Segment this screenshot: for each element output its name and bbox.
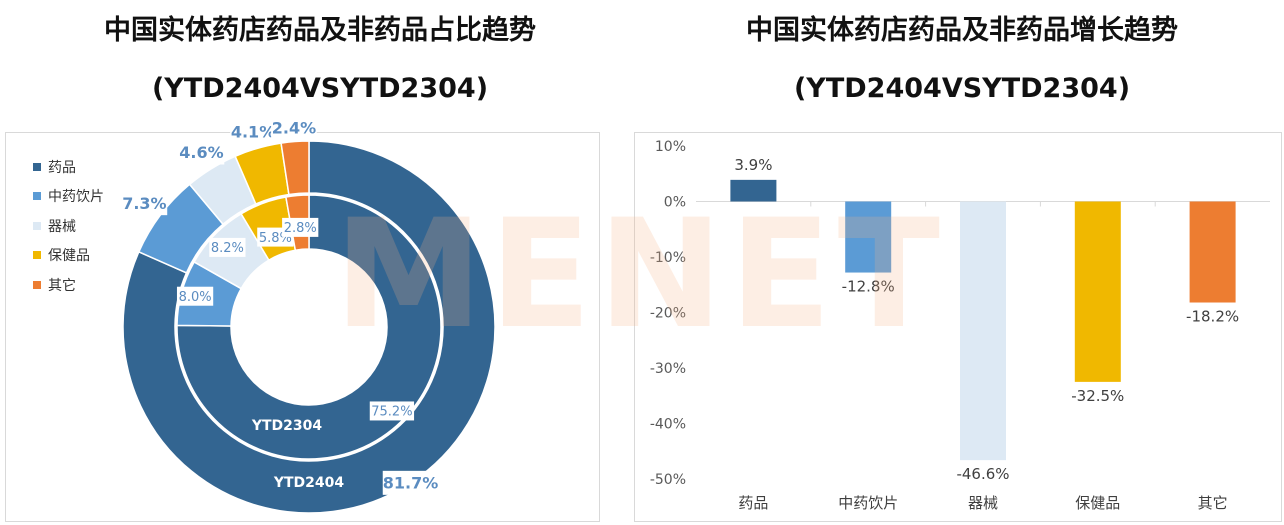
x-category-label: 中药饮片 (838, 494, 898, 512)
legend-label: 药品 (48, 159, 76, 176)
data-label: 2.8% (284, 221, 317, 236)
data-label-box (209, 237, 246, 257)
y-tick-label: -40% (650, 417, 686, 433)
legend-item: 药品 (33, 152, 104, 182)
legend-item: 其它 (33, 270, 104, 300)
right-title-line2: (YTD2404VSYTD2304) (793, 73, 1131, 104)
donut-slice-outer (280, 140, 310, 196)
data-label-box (230, 119, 276, 144)
legend-item: 中药饮片 (33, 182, 104, 212)
y-tick-label: 0% (664, 195, 686, 211)
data-label: 75.2% (371, 405, 412, 420)
left-title-line2: (YTD2404VSYTD2304) (151, 73, 489, 104)
data-label: 8.0% (179, 290, 212, 305)
right-title-line1: 中国实体药店药品及非药品增长趋势 (746, 15, 1178, 46)
donut-slice-inner (176, 194, 442, 460)
x-category-label: 药品 (738, 494, 768, 512)
y-tick-label: -50% (650, 472, 686, 488)
bar-data-label: 3.9% (734, 156, 772, 174)
data-label-box (176, 286, 214, 306)
legend-swatch (33, 192, 41, 201)
left-chart-title: 中国实体药店药品及非药品占比趋势 (YTD2404VSYTD2304) (0, 2, 640, 118)
data-label-box (178, 140, 225, 165)
data-label: 8.2% (211, 241, 244, 256)
legend-swatch (33, 280, 41, 289)
left-title-line1: 中国实体药店药品及非药品占比趋势 (104, 15, 536, 46)
data-label-box (121, 191, 168, 216)
legend-swatch (33, 221, 41, 230)
series-name-label: YTD2404 (273, 475, 345, 491)
watermark-text: MENET (334, 188, 946, 362)
y-tick-label: -30% (650, 361, 686, 377)
bar (845, 201, 892, 273)
bar-data-label: -32.5% (1071, 387, 1124, 405)
bar-data-label: -46.6% (956, 465, 1009, 483)
bar (1074, 201, 1121, 382)
legend-item: 保健品 (33, 241, 104, 271)
bar (960, 201, 1006, 461)
x-category-label: 保健品 (1075, 494, 1120, 512)
right-chart-title: 中国实体药店药品及非药品增长趋势 (YTD2404VSYTD2304) (640, 2, 1284, 118)
legend-label: 器械 (48, 218, 76, 235)
data-label-box (271, 115, 317, 140)
data-label: 4.6% (179, 143, 223, 162)
data-label-box (282, 217, 319, 237)
bar-data-label: -18.2% (1186, 308, 1239, 326)
bar (730, 179, 777, 202)
data-label: 7.3% (122, 194, 166, 213)
legend-swatch (33, 162, 41, 171)
bar (1189, 201, 1236, 303)
legend-swatch (33, 251, 41, 260)
legend-label: 中药饮片 (48, 189, 104, 206)
bar-data-label: -12.8% (842, 278, 895, 296)
legend-item: 器械 (33, 211, 104, 241)
x-category-label: 其它 (1198, 494, 1228, 512)
y-tick-label: 10% (655, 139, 686, 155)
y-tick-label: -10% (650, 250, 686, 266)
data-label-box (382, 470, 439, 495)
data-label: 4.1% (231, 123, 275, 142)
data-label: 2.4% (272, 118, 316, 137)
x-category-label: 器械 (968, 494, 998, 512)
donut-slice-outer (122, 140, 496, 514)
series-name-label: YTD2304 (251, 418, 323, 434)
data-label: 81.7% (383, 474, 439, 493)
y-tick-label: -20% (650, 306, 686, 322)
legend-label: 保健品 (48, 248, 90, 265)
legend-label: 其它 (48, 277, 76, 294)
data-label-box (369, 401, 415, 421)
donut-legend: 药品中药饮片器械保健品其它 (33, 152, 104, 300)
